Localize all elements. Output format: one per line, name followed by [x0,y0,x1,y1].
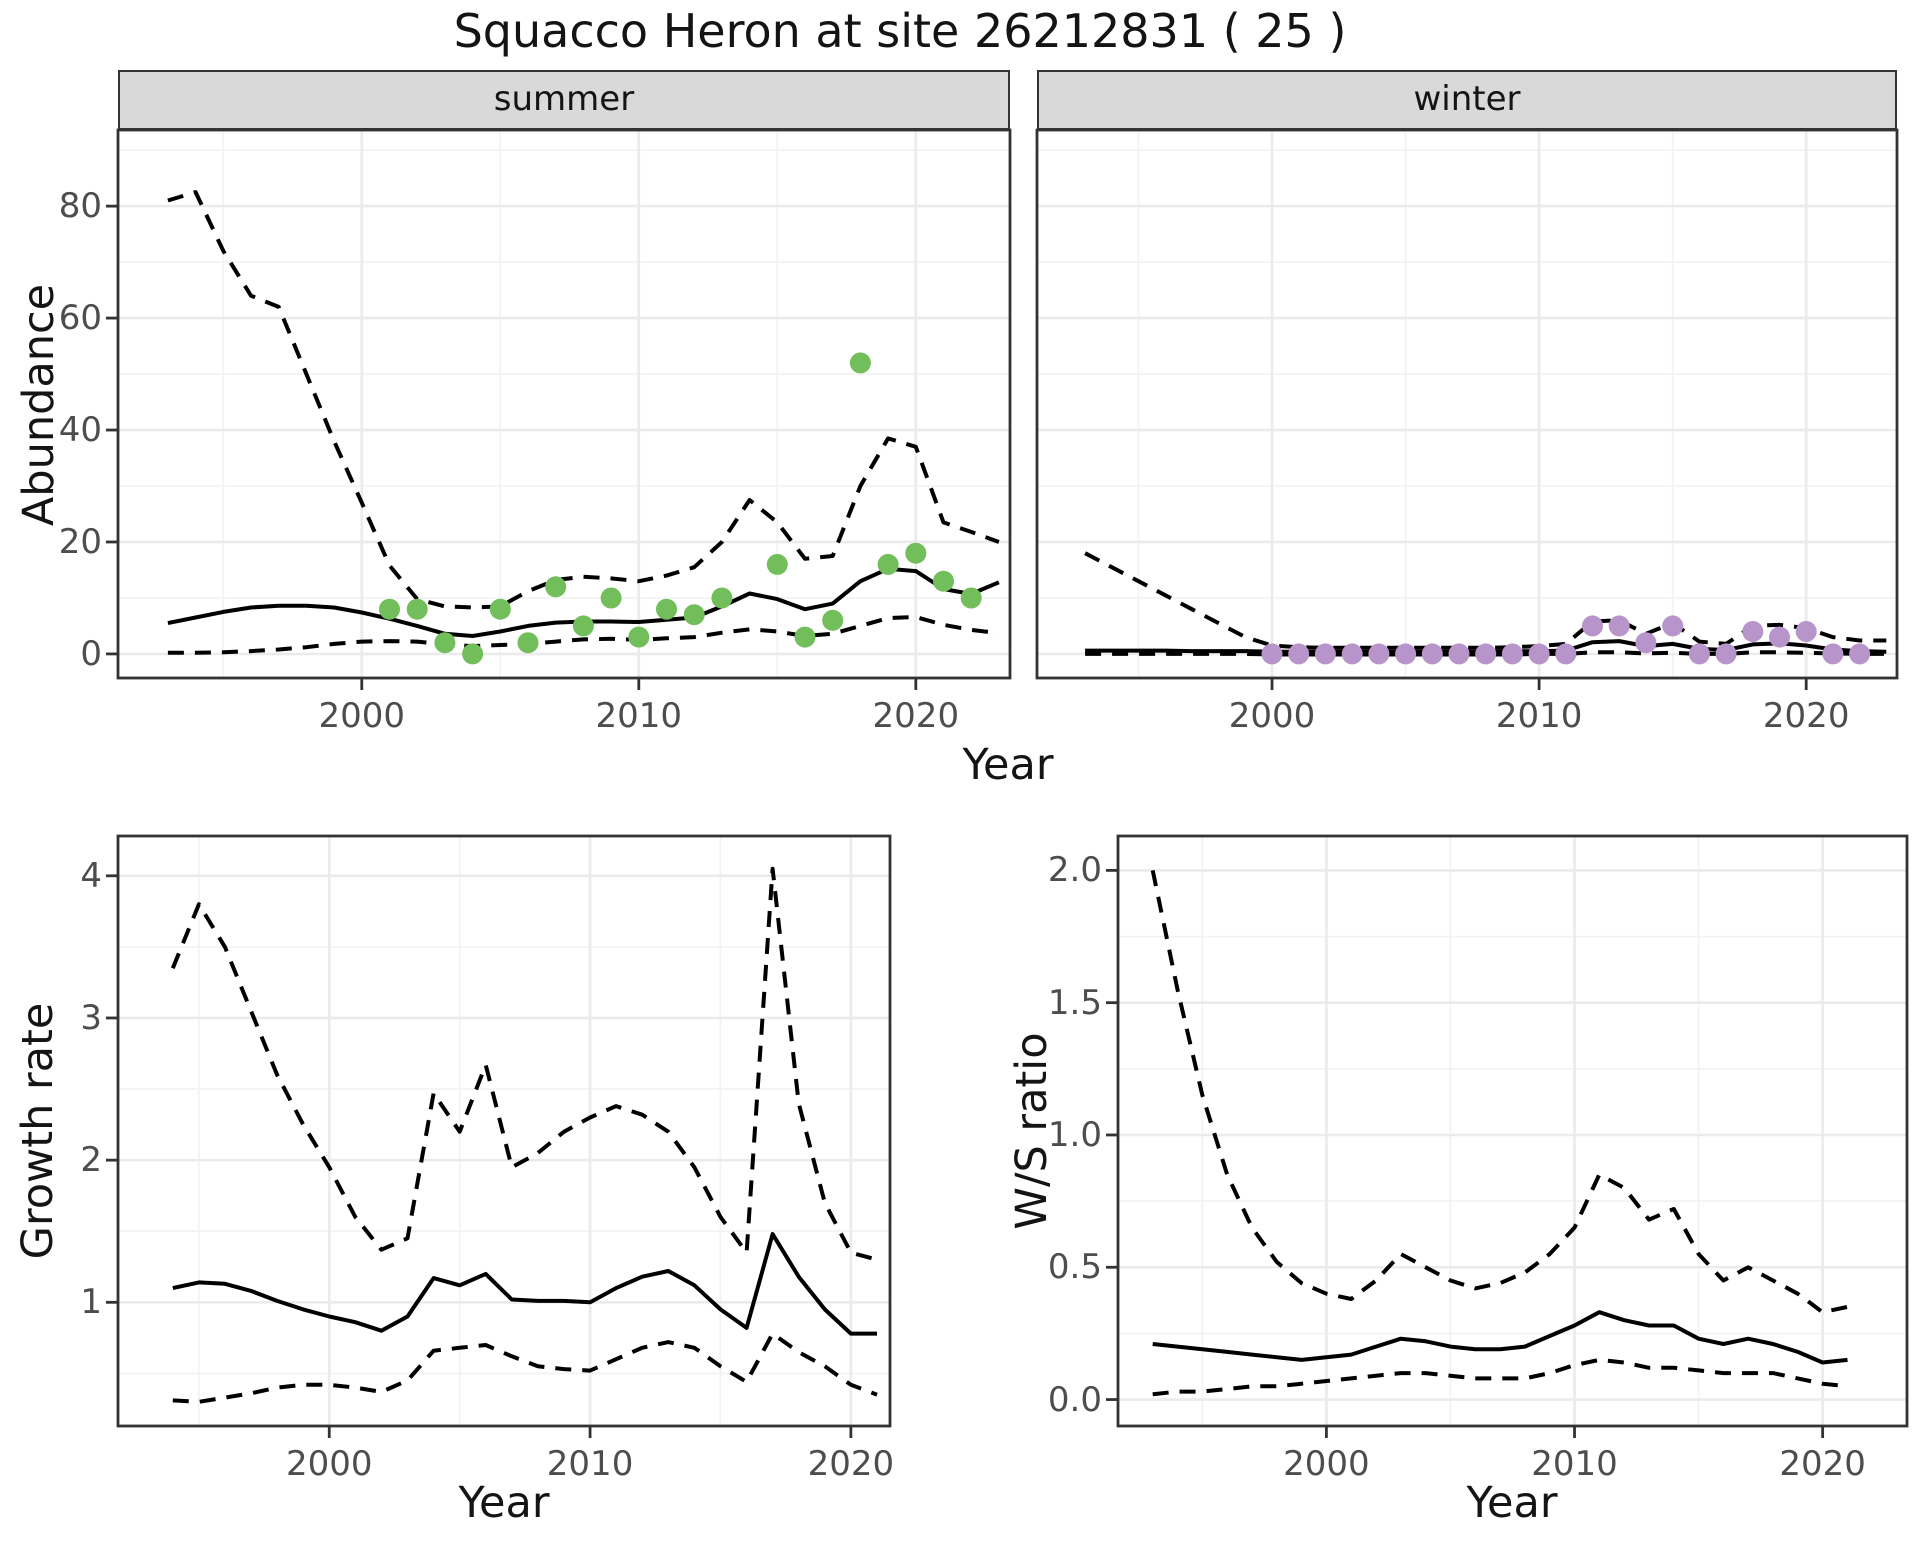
abundance-summer-upper-ci-line [167,190,1000,610]
growth-rate-y-tick-label: 2 [80,1140,102,1181]
growth-rate-lower-ci-line [172,1331,878,1404]
abundance-summer-y-tick-label: 80 [58,186,102,227]
growth-rate-upper-ci-line [170,866,878,1262]
abundance-winter-x-tick-label: 2000 [1228,696,1316,736]
ws-ratio-y-tick-label: 0.5 [1047,1247,1102,1288]
growth-rate-series [170,866,878,1404]
abundance-winter-point [1608,615,1630,637]
ws-ratio-x-tick-label: 2000 [1283,1444,1370,1484]
abundance-winter-point [1555,643,1577,665]
abundance-summer-y-tick-label: 40 [58,410,102,451]
abundance-summer-point [406,598,428,620]
facet-strip-summer-label: summer [493,79,635,119]
abundance-summer-point [462,643,484,665]
abundance-winter-point [1635,632,1657,654]
abundance-summer-lower-ci-line [167,615,1000,655]
x-axis-title-year-bottom-left: Year [458,1478,550,1528]
growth-rate-x-tick-label: 2000 [285,1444,373,1484]
abundance-winter-point [1261,643,1283,665]
y-axis-title-growth-rate: Growth rate [13,1002,63,1260]
abundance-summer-x-tick-label: 2010 [595,696,683,736]
abundance-winter-point [1822,643,1844,665]
abundance-winter-point [1341,643,1363,665]
ws-ratio-series [1150,869,1848,1397]
abundance-summer-point [600,587,622,609]
abundance-winter-point [1795,621,1817,642]
ws-ratio-lower-ci-line [1152,1357,1848,1397]
abundance-summer-point [379,598,400,620]
growth-rate-y-tick-label: 1 [80,1282,102,1323]
abundance-winter-point [1395,643,1417,665]
abundance-winter-point [1769,626,1790,648]
abundance-summer-y-tick-label: 20 [58,521,102,562]
abundance-winter-point [1582,615,1603,637]
abundance-summer-point [877,553,899,575]
growth-rate-y-tick-label: 4 [80,855,102,896]
abundance-summer-point [517,632,539,654]
abundance-summer-point [656,598,677,620]
ws-ratio-median-line [1152,1310,1848,1365]
abundance-winter-panel [1037,130,1897,678]
abundance-summer-point [933,570,954,592]
plot-title: Squacco Heron at site 26212831 ( 25 ) [453,4,1347,58]
abundance-winter-point [1501,643,1523,665]
ws-ratio-y-tick-label: 0.0 [1047,1379,1102,1420]
x-axis-title-year-top: Year [962,740,1054,790]
ws-ratio-panel [1118,836,1907,1426]
abundance-summer-point [960,587,982,609]
x-axis-title-year-bottom-right: Year [1466,1478,1558,1528]
facet-strip-winter: winter [1037,70,1897,130]
ws-ratio-y-tick-label: 1.5 [1047,982,1102,1023]
abundance-winter-point [1715,643,1737,665]
ws-ratio-y-tick-label: 2.0 [1047,850,1102,891]
abundance-summer-x-tick-label: 2020 [872,696,960,736]
growth-rate-x-tick-label: 2010 [546,1444,634,1484]
growth-rate-y-tick-label: 3 [80,997,102,1038]
abundance-winter-point [1742,621,1764,642]
abundance-summer-point [489,598,511,620]
abundance-summer-point [711,587,733,609]
abundance-winter-point [1421,643,1443,665]
abundance-summer-y-tick-label: 60 [58,298,102,339]
abundance-winter-x-tick-label: 2020 [1762,696,1850,736]
abundance-summer-point [545,576,567,598]
abundance-winter-series [1084,551,1887,665]
abundance-summer-panel [118,130,1010,678]
abundance-winter-point [1662,615,1684,637]
abundance-summer-point [822,609,844,631]
abundance-summer-point [849,352,871,374]
abundance-summer-point [572,615,594,637]
facet-strip-summer: summer [118,70,1010,130]
abundance-summer-series [167,190,1000,665]
abundance-winter-point [1314,643,1336,665]
abundance-summer-y-tick-label: 0 [80,633,102,674]
growth-rate-x-tick-label: 2020 [807,1444,895,1484]
abundance-winter-point [1475,643,1497,665]
abundance-winter-point [1448,643,1470,665]
abundance-winter-point [1368,643,1390,665]
ws-ratio-y-tick-label: 1.0 [1047,1114,1102,1155]
abundance-summer-x-tick-label: 2000 [318,696,406,736]
abundance-summer-point [683,604,705,626]
facet-strip-winter-label: winter [1413,79,1521,119]
abundance-summer-point [766,553,788,575]
abundance-summer-point [794,626,816,648]
abundance-winter-point [1688,643,1710,665]
abundance-summer-point [905,542,927,564]
abundance-winter-x-tick-label: 2010 [1495,696,1583,736]
ws-ratio-x-tick-label: 2010 [1531,1444,1618,1484]
ws-ratio-x-tick-label: 2020 [1779,1444,1866,1484]
abundance-winter-point [1849,643,1871,665]
abundance-winter-point [1288,643,1310,665]
abundance-summer-point [434,632,456,654]
growth-rate-median-line [172,1232,877,1336]
abundance-summer-point [628,626,650,648]
abundance-winter-point [1528,643,1550,665]
